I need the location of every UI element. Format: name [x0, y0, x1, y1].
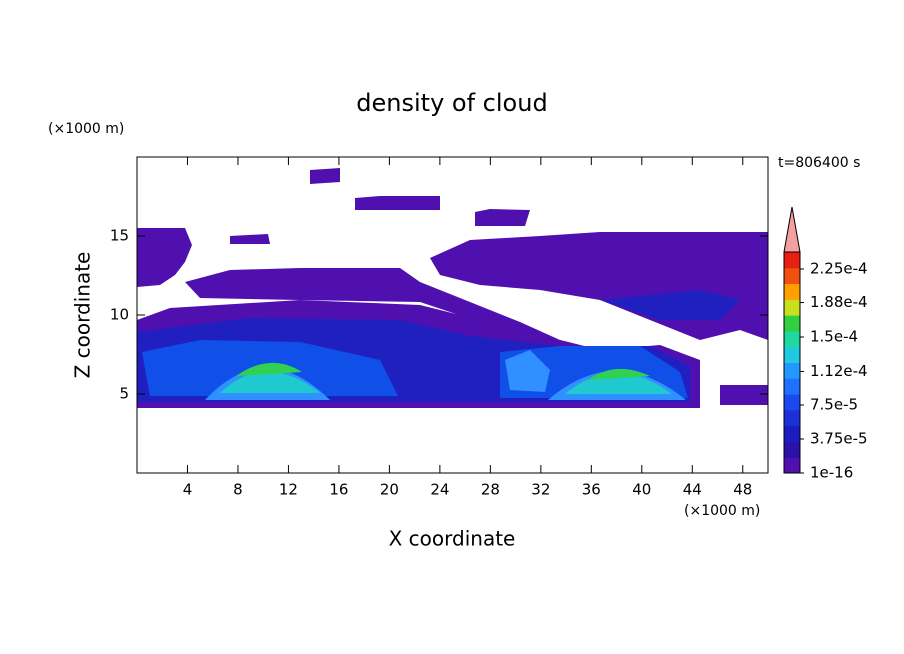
x-tick-label: 8	[233, 481, 243, 499]
contour-field	[137, 168, 768, 408]
chart-title: density of cloud	[356, 89, 547, 117]
colorbar-label: 7.5e-5	[810, 396, 858, 414]
colorbar-band	[784, 378, 800, 395]
x-tick-label: 24	[430, 481, 449, 499]
x-tick-label: 28	[481, 481, 500, 499]
colorbar-band	[784, 441, 800, 458]
colorbar-band	[784, 425, 800, 442]
x-tick-label: 16	[329, 481, 348, 499]
x-tick-label: 20	[380, 481, 399, 499]
colorbar-label: 1.5e-4	[810, 328, 858, 346]
y-tick-label: 15	[110, 227, 129, 245]
x-axis-title: X coordinate	[389, 527, 516, 551]
colorbar-label: 1.88e-4	[810, 293, 868, 311]
x-unit: (×1000 m)	[684, 503, 760, 519]
colorbar-band	[784, 394, 800, 411]
colorbar-band	[784, 330, 800, 348]
colorbar-band	[784, 252, 800, 269]
colorbar-label: 3.75e-5	[810, 430, 868, 448]
colorbar-band	[784, 283, 800, 300]
y-unit: (×1000 m)	[48, 121, 124, 137]
colorbar-band	[784, 362, 800, 379]
colorbar-frame	[783, 251, 801, 474]
x-tick-label: 12	[279, 481, 298, 499]
contour-level-6	[236, 362, 650, 380]
x-tick-label: 4	[183, 481, 193, 499]
colorbar-band	[784, 409, 800, 427]
x-tick-label: 40	[632, 481, 651, 499]
y-tick-label: 10	[110, 306, 129, 324]
time-label: t=806400 s	[778, 155, 860, 171]
colorbar-band	[784, 457, 800, 474]
x-tick-label: 32	[531, 481, 550, 499]
colorbar-band	[784, 346, 800, 363]
x-tick-label: 36	[582, 481, 601, 499]
colorbar-label: 1e-16	[810, 464, 853, 482]
colorbar-band	[784, 267, 800, 285]
y-tick-label: 5	[119, 385, 129, 403]
colorbar-label: 2.25e-4	[810, 260, 868, 278]
colorbar-label: 1.12e-4	[810, 362, 868, 380]
x-tick-label: 44	[683, 481, 702, 499]
x-tick-label: 48	[733, 481, 752, 499]
axes: 4 8 12 16 20 24 28 32 36 40 44 48510151e-163.75e-57…	[110, 157, 868, 499]
colorbar-band	[784, 299, 800, 316]
y-axis-title: Z coordinate	[71, 252, 95, 379]
colorbar-band	[784, 315, 800, 332]
